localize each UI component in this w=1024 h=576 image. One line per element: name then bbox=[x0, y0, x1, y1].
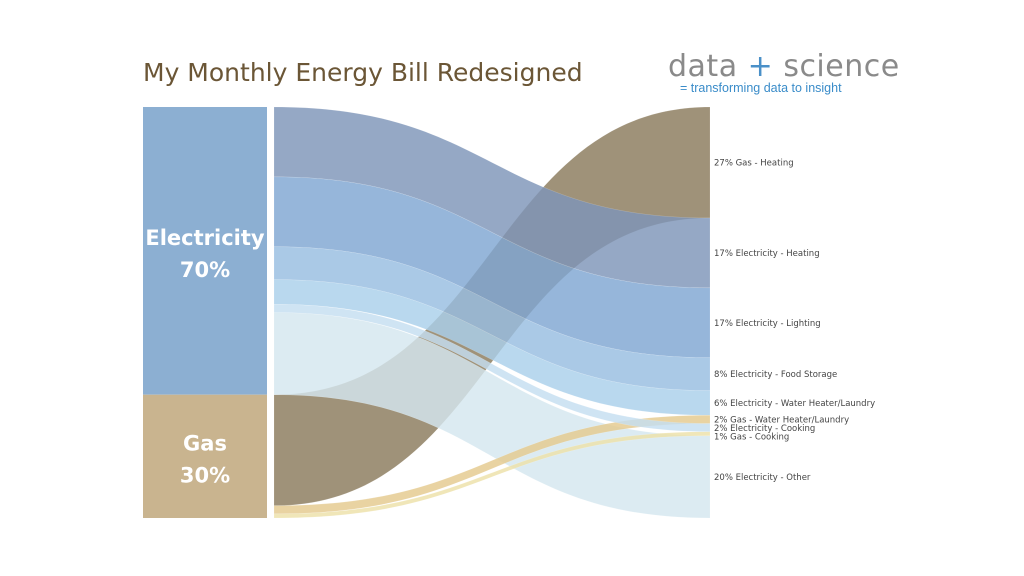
source-share-electricity: 70% bbox=[180, 258, 230, 282]
source-bar-electricity bbox=[143, 107, 267, 395]
target-label-20-electricity-other: 20% Electricity - Other bbox=[714, 473, 811, 483]
source-bar-layer: Electricity 70% Gas 30% bbox=[143, 107, 267, 518]
target-label-1-gas-cooking: 1% Gas - Cooking bbox=[714, 432, 789, 442]
source-share-gas: 30% bbox=[180, 463, 230, 487]
brand-name-left: data bbox=[668, 49, 738, 84]
brand-logo: data + science = transforming data to in… bbox=[668, 49, 900, 96]
ribbon-1-gas-cooking bbox=[273, 431, 711, 519]
brand-name-right: science bbox=[783, 49, 900, 84]
ribbon-layer bbox=[273, 106, 711, 519]
brand-name: data + science bbox=[668, 49, 900, 84]
target-label-17-electricity-heating: 17% Electricity - Heating bbox=[714, 249, 820, 259]
chart-title: My Monthly Energy Bill Redesigned bbox=[143, 58, 583, 87]
source-name-gas: Gas bbox=[183, 431, 227, 455]
brand-name-plus: + bbox=[747, 49, 774, 84]
source-bar-gas bbox=[143, 394, 267, 518]
brand-tagline: = transforming data to insight bbox=[680, 81, 842, 95]
target-label-2-electricity-cooking: 2% Electricity - Cooking bbox=[714, 424, 815, 434]
target-label-8-electricity-food-storage: 8% Electricity - Food Storage bbox=[714, 370, 837, 380]
target-label-17-electricity-lighting: 17% Electricity - Lighting bbox=[714, 319, 821, 329]
target-label-layer: 27% Gas - Heating 17% Electricity - Heati… bbox=[714, 158, 875, 482]
target-label-6-electricity-water-heater-laundry: 6% Electricity - Water Heater/Laundry bbox=[714, 399, 875, 409]
source-name-electricity: Electricity bbox=[145, 226, 265, 250]
ribbon-20-electricity-other bbox=[273, 312, 711, 519]
target-label-2-gas-water-heater-laundry: 2% Gas - Water Heater/Laundry bbox=[714, 415, 849, 425]
target-label-27-gas-heating: 27% Gas - Heating bbox=[714, 158, 794, 168]
